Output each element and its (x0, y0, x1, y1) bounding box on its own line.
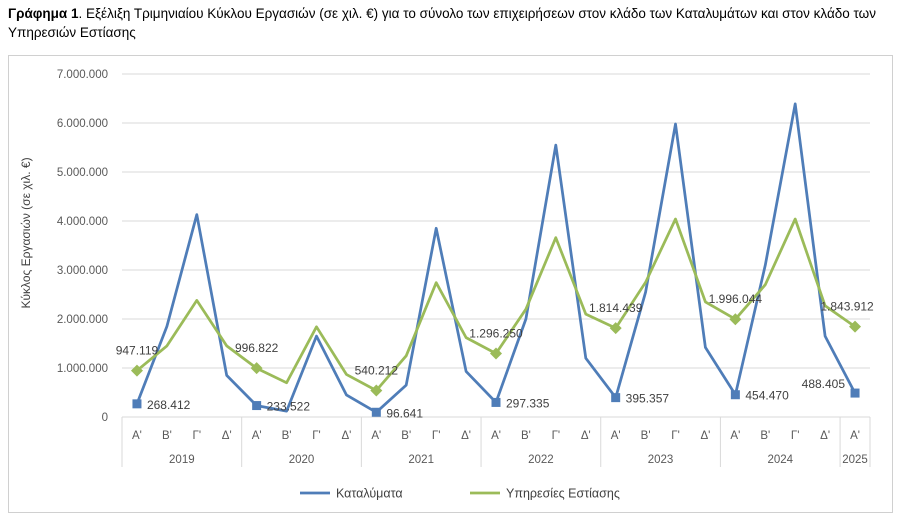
data-label: 1.814.439 (589, 301, 643, 315)
data-label: 96.641 (386, 406, 423, 420)
y-tick-label: 7.000.000 (57, 69, 108, 81)
x-tick-label: Δ' (820, 430, 830, 442)
y-axis-label: Κύκλος Εργασιών (σε χιλ. €) (19, 157, 33, 308)
data-label: 1.843.912 (820, 300, 874, 314)
data-point-marker (370, 384, 383, 397)
data-label: 1.296.250 (469, 326, 523, 340)
data-label: 233.522 (267, 400, 311, 414)
x-tick-label: Α' (252, 430, 262, 442)
x-year-label: 2023 (648, 454, 674, 466)
x-tick-label: Α' (611, 430, 621, 442)
data-point-marker (132, 399, 142, 409)
x-year-label: 2022 (528, 454, 554, 466)
x-tick-label: Γ' (791, 430, 800, 442)
data-label: 488.405 (802, 377, 846, 391)
y-tick-label: 4.000.000 (57, 216, 108, 228)
y-tick-label: 0 (102, 412, 108, 424)
data-point-marker (730, 390, 740, 400)
data-label: 947.119 (116, 344, 159, 358)
x-tick-label: Β' (282, 430, 292, 442)
x-tick-label: Δ' (581, 430, 591, 442)
y-tick-label: 5.000.000 (57, 167, 108, 179)
chart-caption: Γράφημα 1. Εξέλιξη Τριμηνιαίου Κύκλου Ερ… (8, 4, 898, 42)
data-point-marker (611, 393, 621, 403)
data-label: 297.335 (506, 396, 550, 410)
data-label: 395.357 (626, 392, 670, 406)
x-tick-label: Β' (760, 430, 770, 442)
x-tick-label: Β' (162, 430, 172, 442)
data-point-marker (252, 401, 262, 411)
data-point-marker (490, 347, 502, 360)
x-tick-label: Δ' (700, 430, 710, 442)
data-point-marker (609, 322, 622, 335)
x-tick-label: Δ' (222, 430, 232, 442)
data-label: 1.996.044 (709, 292, 763, 306)
data-point-marker (130, 364, 143, 377)
caption-text: . Εξέλιξη Τριμηνιαίου Κύκλου Εργασιών (σ… (8, 6, 876, 40)
x-tick-label: Β' (521, 430, 531, 442)
x-tick-label: Γ' (312, 430, 321, 442)
data-point-marker (729, 313, 742, 326)
data-point-marker (491, 397, 501, 407)
x-year-label: 2020 (289, 454, 315, 466)
series-line-0 (135, 102, 857, 414)
x-year-label: 2021 (408, 454, 434, 466)
x-tick-label: Γ' (671, 430, 680, 442)
x-tick-label: Γ' (193, 430, 202, 442)
legend-entry: Υπηρεσίες Εστίασης (506, 487, 620, 501)
legend-entry: Καταλύματα (336, 487, 403, 501)
x-tick-label: Α' (371, 430, 381, 442)
x-tick-label: Β' (401, 430, 411, 442)
x-tick-label: Α' (132, 430, 142, 442)
data-label: 996.822 (235, 341, 279, 355)
data-label: 268.412 (147, 398, 191, 412)
y-tick-label: 6.000.000 (57, 118, 108, 130)
data-point-marker (850, 388, 860, 398)
y-tick-label: 3.000.000 (57, 265, 108, 277)
x-tick-label: Α' (491, 430, 501, 442)
data-point-marker (250, 362, 263, 375)
data-point-marker (849, 320, 862, 333)
x-tick-label: Β' (641, 430, 651, 442)
chart-frame (8, 55, 893, 513)
data-label: 540.212 (355, 364, 399, 378)
x-tick-label: Δ' (461, 430, 471, 442)
y-tick-label: 1.000.000 (57, 363, 108, 375)
caption-bold: Γράφημα 1 (8, 6, 79, 21)
y-tick-label: 2.000.000 (57, 314, 108, 326)
x-tick-label: Γ' (432, 430, 441, 442)
x-tick-label: Α' (730, 430, 740, 442)
x-tick-label: Γ' (552, 430, 561, 442)
x-tick-label: Α' (850, 430, 860, 442)
x-year-label: 2019 (169, 454, 195, 466)
x-tick-label: Δ' (341, 430, 351, 442)
x-year-label: 2024 (767, 454, 793, 466)
data-point-marker (371, 407, 381, 417)
x-year-label: 2025 (842, 454, 868, 466)
data-label: 454.470 (745, 389, 789, 403)
